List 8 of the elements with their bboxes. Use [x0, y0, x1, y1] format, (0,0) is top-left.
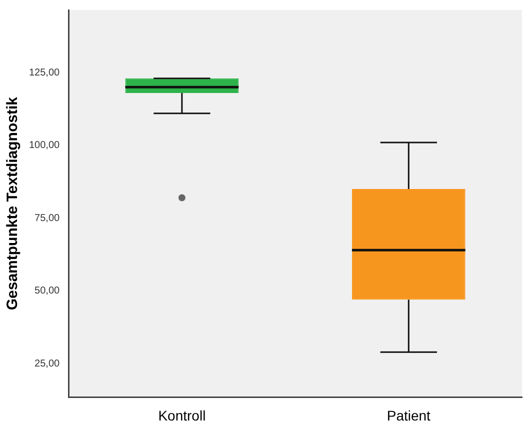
x-tick-label: Patient: [386, 407, 431, 424]
y-tick-label: 75,00: [34, 212, 60, 224]
y-tick-label: 125,00: [28, 67, 60, 78]
x-tick-label: Kontroll: [158, 407, 206, 424]
y-tick-label: 100,00: [28, 140, 60, 152]
y-tick-label: 25,00: [34, 358, 60, 370]
y-tick-label: 50,00: [34, 286, 60, 297]
y-axis-title: Gesamtpunkte Textdiagnostik: [4, 96, 22, 310]
